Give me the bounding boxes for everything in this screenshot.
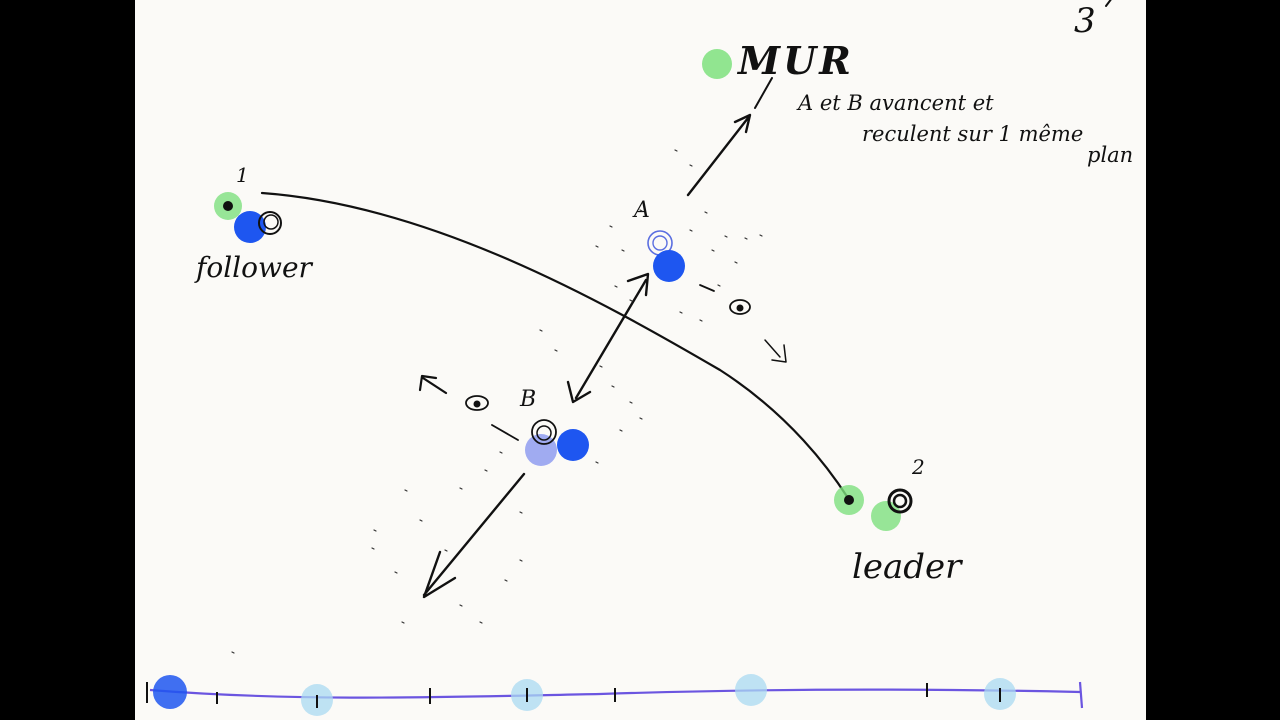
arrow-b-back-line — [421, 376, 448, 395]
point-b-scribble — [531, 419, 557, 445]
point-b-scribble-inner — [536, 425, 552, 441]
arrow-b-down — [422, 472, 526, 597]
point-a-scribble-inner — [652, 235, 668, 251]
leader-scribble-inner — [892, 493, 908, 509]
point-b-blue-dot — [557, 429, 589, 461]
follower-scribble-inner — [263, 214, 279, 230]
page-number-tick — [1105, 0, 1112, 7]
turn-arrow-a — [764, 339, 787, 363]
wall-pointer-line — [754, 77, 773, 109]
point-b-label: B — [519, 387, 536, 412]
gaze-line-a — [699, 284, 715, 292]
arrow-a-b — [574, 278, 648, 400]
follower-scribble — [258, 211, 282, 235]
arrow-a-b-head-top — [626, 272, 650, 297]
wall-marker — [702, 49, 732, 79]
timeline[interactable] — [146, 674, 1084, 716]
leader-scribble — [887, 488, 913, 514]
eye-pupil-a — [736, 304, 744, 312]
arrow-a-to-wall-head — [733, 113, 752, 134]
timeline-marker[interactable] — [735, 674, 767, 706]
arrow-b-down-head — [422, 550, 457, 599]
motion-dots-b — [231, 329, 643, 654]
note-line-1: A et B avancent et — [796, 91, 994, 115]
note-line-2: reculent sur 1 même — [862, 122, 1083, 146]
gaze-line-b — [491, 424, 519, 441]
note-line-3: plan — [1087, 143, 1133, 167]
leader-label: leader — [852, 547, 963, 587]
point-2-label: 2 — [911, 455, 925, 479]
eye-pupil-b — [473, 400, 481, 408]
arrow-a-to-wall — [686, 116, 750, 197]
arrow-b-back-head — [418, 374, 438, 392]
timeline-playhead[interactable] — [153, 675, 187, 709]
timeline-end-cap — [1078, 681, 1084, 709]
follower-label: follower — [194, 251, 314, 284]
page-number: 3 — [1074, 1, 1096, 41]
follower-blue-dot — [234, 211, 266, 243]
path-curve-1-to-2 — [260, 191, 850, 500]
motion-dots-a — [595, 149, 763, 322]
point-a-blue-dot — [653, 250, 685, 282]
eye-icon-a — [729, 299, 751, 315]
point-1-label: 1 — [236, 163, 249, 187]
timeline-track — [149, 688, 1081, 699]
wall-label: MUR — [736, 38, 854, 83]
eye-icon-b — [465, 395, 489, 411]
follower-black-dot — [223, 201, 233, 211]
timeline-ticks — [146, 682, 1001, 708]
whiteboard — [135, 0, 1146, 720]
leader-black-dot — [844, 495, 854, 505]
arrow-a-b-head-bottom — [566, 380, 592, 404]
